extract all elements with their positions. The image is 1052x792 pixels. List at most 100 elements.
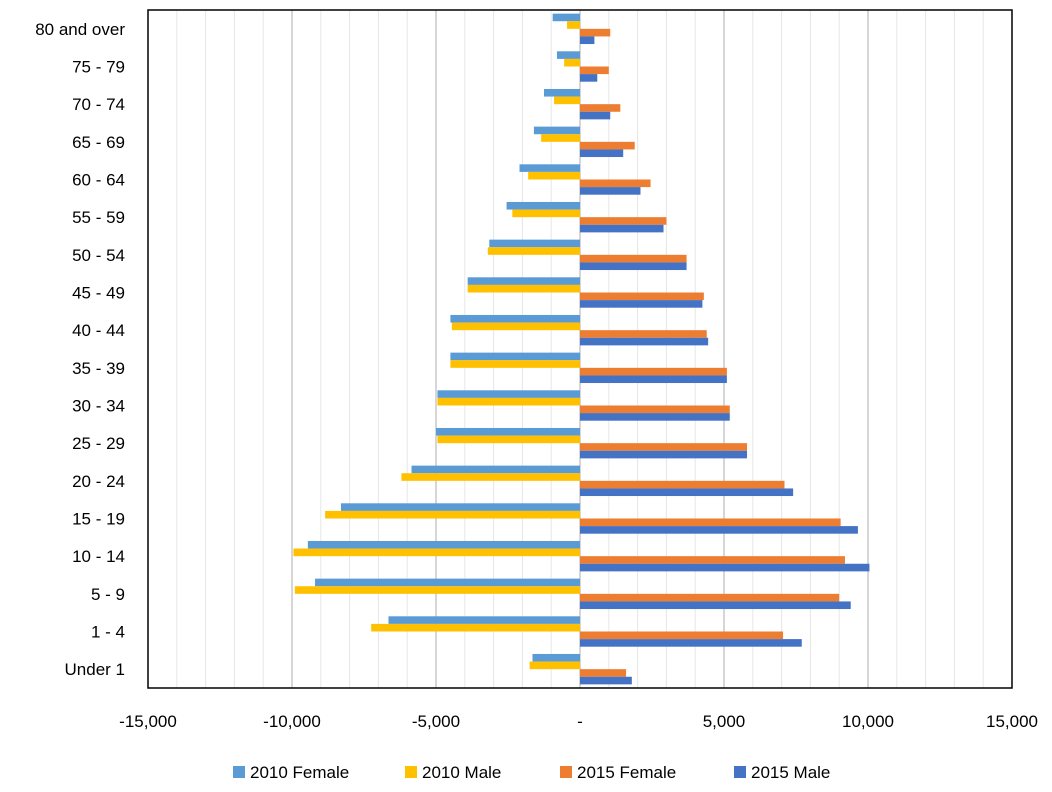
x-tick-label: -15,000 [119,712,177,731]
category-label: 1 - 4 [91,623,125,642]
bar-2015-female [580,518,841,527]
legend-swatch [233,766,245,778]
bar-2015-male [580,563,870,572]
bar-2010-female [552,13,580,22]
category-label: 60 - 64 [72,171,125,190]
bar-2010-female [450,352,580,361]
bar-2015-female [580,480,785,489]
category-label: 35 - 39 [72,359,125,378]
bar-2010-male [437,397,580,406]
bar-2010-female [437,390,580,398]
bar-2010-male [451,322,580,331]
bar-2015-male [580,187,641,195]
bar-2010-male [528,171,580,180]
bar-2015-male [580,413,730,421]
bar-2010-female [532,653,580,662]
category-label: 50 - 54 [72,246,125,265]
bar-2015-female [580,593,840,602]
x-tick-label: - [577,712,583,731]
bar-2015-female [580,217,667,225]
bar-2015-male [580,450,748,459]
bar-2010-male [401,473,580,481]
bar-2015-male [580,74,598,82]
bar-2015-female [580,443,748,451]
bar-2015-male [580,526,858,534]
bar-2010-female [489,239,580,248]
bar-2010-male [487,247,580,255]
bar-2010-female [556,51,580,59]
x-tick-label: 10,000 [842,712,894,731]
category-label: 5 - 9 [91,585,125,604]
bar-2015-female [580,292,704,301]
bar-2010-female [388,616,580,624]
category-label: 10 - 14 [72,547,125,566]
bar-2015-female [580,405,730,414]
bar-2010-female [544,88,580,97]
legend-label: 2015 Male [751,763,830,782]
bar-2015-male [580,300,703,308]
bar-2015-female [580,179,651,188]
bar-2010-male [564,58,580,67]
bar-2010-female [519,164,580,172]
category-label: Under 1 [65,660,125,679]
bar-2010-female [436,427,580,436]
bar-2010-male [293,548,580,557]
bar-2015-male [580,639,802,647]
category-label: 30 - 34 [72,397,125,416]
category-label: 45 - 49 [72,284,125,303]
legend-swatch [734,766,746,778]
bar-2015-female [580,669,627,677]
bar-2010-male [567,21,580,29]
bar-2010-male [450,360,580,368]
bar-2015-female [580,330,707,338]
bar-2010-male [554,96,580,105]
legend-label: 2010 Female [250,763,349,782]
bar-2010-female [467,277,580,285]
bar-2015-female [580,66,609,75]
bar-2015-female [580,367,727,376]
bar-2010-male [294,586,580,594]
bar-2015-male [580,375,727,384]
bar-2010-male [325,510,580,519]
category-label: 55 - 59 [72,208,125,227]
bar-2015-female [580,631,784,640]
bar-2010-male [467,284,580,293]
bar-2015-female [580,28,611,37]
bar-2015-female [580,556,845,564]
category-label: 25 - 29 [72,434,125,453]
bar-2010-male [512,209,580,218]
legend-swatch [405,766,417,778]
bar-2010-female [533,126,580,135]
bar-2015-male [580,224,664,233]
legend-label: 2015 Female [577,763,676,782]
bar-2010-female [315,578,580,587]
bar-2015-female [580,104,621,112]
bar-2015-female [580,141,635,150]
bar-2010-male [371,623,580,632]
bar-2015-male [580,111,611,120]
bar-2015-female [580,254,687,263]
bar-2015-male [580,149,624,158]
bar-2010-female [307,540,580,549]
x-tick-label: 5,000 [703,712,746,731]
bar-2010-male [541,134,580,142]
bar-2010-female [411,465,580,474]
bar-2015-male [580,262,687,271]
bar-2015-male [580,601,851,610]
bar-2015-male [580,337,709,346]
legend-swatch [560,766,572,778]
category-label: 80 and over [35,20,125,39]
bar-2015-male [580,488,794,497]
x-tick-label: -5,000 [412,712,460,731]
bar-2015-male [580,676,632,685]
bar-2015-male [580,36,595,45]
bar-2010-female [506,201,580,210]
category-label: 75 - 79 [72,58,125,77]
category-label: 40 - 44 [72,321,125,340]
bar-2010-male [437,435,580,444]
category-label: 20 - 24 [72,472,125,491]
x-tick-label: 15,000 [986,712,1038,731]
category-label: 15 - 19 [72,510,125,529]
